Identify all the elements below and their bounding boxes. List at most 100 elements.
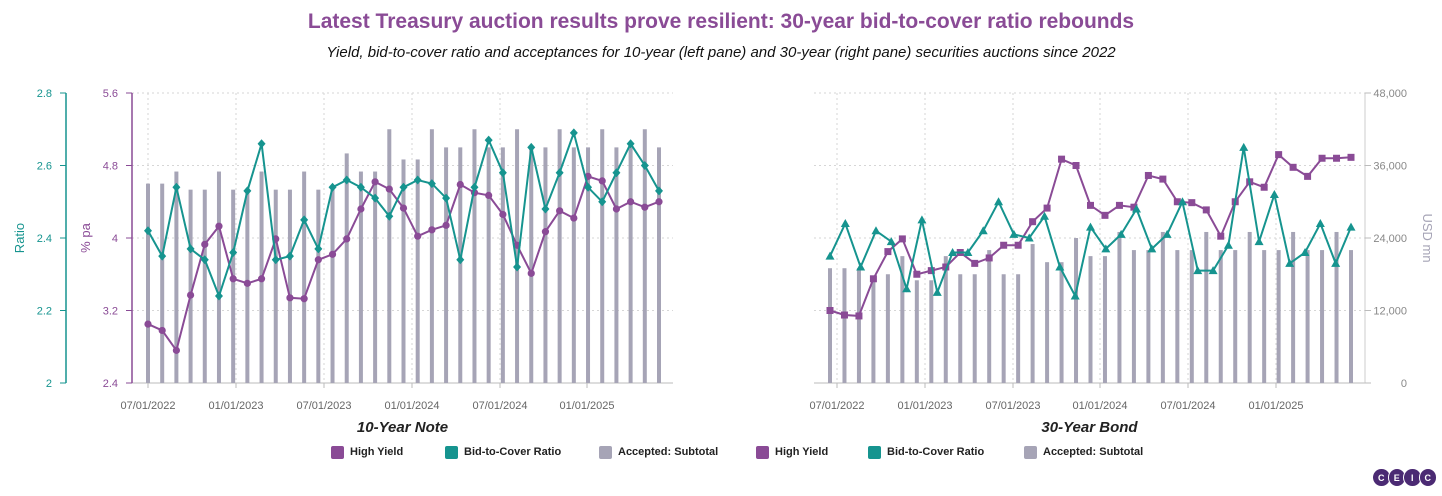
point-bid-to-cover bbox=[1223, 240, 1233, 249]
point-bid-to-cover bbox=[1300, 248, 1310, 256]
point-bid-to-cover bbox=[285, 251, 294, 261]
point-bid-to-cover bbox=[1269, 190, 1279, 198]
y-tick-label-usd: 48,000 bbox=[1373, 88, 1407, 100]
bar-accepted bbox=[500, 147, 505, 383]
y-tick-label-usd: 0 bbox=[1401, 378, 1407, 390]
point-bid-to-cover bbox=[527, 142, 536, 152]
bar-accepted bbox=[1030, 244, 1035, 383]
point-high-yield bbox=[598, 177, 606, 185]
point-high-yield bbox=[1087, 201, 1094, 209]
point-high-yield bbox=[541, 228, 550, 236]
bar-accepted bbox=[914, 280, 919, 383]
bar-accepted bbox=[1204, 231, 1209, 383]
bar-accepted bbox=[515, 129, 520, 383]
bar-accepted bbox=[1349, 250, 1353, 383]
point-bid-to-cover bbox=[840, 219, 850, 227]
point-bid-to-cover bbox=[626, 139, 635, 149]
point-high-yield bbox=[1115, 201, 1123, 209]
point-high-yield bbox=[215, 222, 223, 230]
point-high-yield bbox=[641, 203, 649, 211]
point-bid-to-cover bbox=[1346, 222, 1356, 231]
y-tick-label-yield: 3.2 bbox=[103, 306, 118, 318]
bar-accepted bbox=[972, 274, 977, 383]
bar-accepted bbox=[216, 171, 221, 383]
point-high-yield bbox=[300, 295, 308, 303]
point-bid-to-cover bbox=[271, 255, 280, 265]
bar-accepted bbox=[1059, 262, 1064, 383]
x-tick-label: 07/01/2023 bbox=[296, 400, 351, 412]
y-axis-title-yield: % pa bbox=[78, 222, 93, 252]
point-bid-to-cover bbox=[856, 262, 866, 271]
x-tick-label: 07/01/2023 bbox=[985, 400, 1040, 412]
bar-accepted bbox=[657, 147, 661, 383]
bar-accepted bbox=[1074, 238, 1079, 383]
x-tick-label: 07/01/2024 bbox=[472, 400, 527, 412]
bar-accepted bbox=[1291, 231, 1296, 383]
point-high-yield bbox=[1173, 198, 1181, 206]
point-high-yield bbox=[328, 250, 337, 258]
point-high-yield bbox=[456, 180, 464, 189]
bar-accepted bbox=[188, 189, 193, 383]
point-bid-to-cover bbox=[1009, 229, 1019, 238]
point-bid-to-cover bbox=[300, 215, 309, 225]
point-high-yield bbox=[442, 221, 450, 229]
y-axis-title-ratio: Ratio bbox=[12, 223, 27, 253]
bar-accepted bbox=[557, 129, 562, 383]
point-bid-to-cover bbox=[612, 168, 621, 178]
point-high-yield bbox=[855, 312, 863, 320]
point-bid-to-cover bbox=[328, 182, 337, 192]
bar-accepted bbox=[174, 171, 179, 383]
y-tick-label-yield: 5.6 bbox=[103, 88, 118, 100]
point-bid-to-cover bbox=[442, 193, 451, 203]
bar-accepted bbox=[543, 147, 548, 383]
bar-accepted bbox=[401, 159, 406, 383]
point-bid-to-cover bbox=[948, 248, 958, 256]
point-bid-to-cover bbox=[470, 182, 479, 192]
bar-accepted bbox=[856, 268, 861, 383]
bar-accepted bbox=[330, 189, 335, 383]
x-tick-label: 01/01/2025 bbox=[1248, 400, 1303, 412]
point-high-yield bbox=[1275, 151, 1283, 159]
bar-accepted bbox=[429, 129, 434, 383]
point-high-yield bbox=[1260, 183, 1268, 191]
bar-accepted bbox=[1189, 250, 1194, 383]
bar-accepted bbox=[302, 171, 307, 383]
point-high-yield bbox=[1202, 206, 1210, 214]
point-high-yield bbox=[1188, 199, 1196, 207]
point-high-yield bbox=[627, 198, 635, 206]
point-bid-to-cover bbox=[555, 168, 564, 178]
point-bid-to-cover bbox=[1193, 266, 1203, 275]
bar-accepted bbox=[373, 171, 378, 383]
bar-accepted bbox=[1175, 250, 1180, 383]
y-tick-label-usd: 36,000 bbox=[1373, 161, 1407, 173]
x-tick-label: 07/01/2022 bbox=[120, 400, 175, 412]
point-high-yield bbox=[257, 275, 266, 283]
point-bid-to-cover bbox=[825, 251, 835, 260]
bar-accepted bbox=[1001, 274, 1006, 383]
point-bid-to-cover bbox=[413, 175, 422, 185]
bar-accepted bbox=[1146, 250, 1151, 383]
bar-accepted bbox=[273, 189, 278, 383]
bar-accepted bbox=[871, 280, 876, 383]
point-bid-to-cover bbox=[978, 226, 988, 235]
point-high-yield bbox=[385, 185, 393, 193]
x-tick-label: 01/01/2023 bbox=[897, 400, 952, 412]
point-bid-to-cover bbox=[484, 135, 493, 145]
bar-accepted bbox=[146, 183, 150, 383]
bar-accepted bbox=[628, 147, 633, 383]
point-high-yield bbox=[1347, 153, 1355, 161]
bar-accepted bbox=[486, 147, 491, 383]
bar-accepted bbox=[202, 189, 207, 383]
y-tick-label-ratio: 2.4 bbox=[37, 233, 52, 245]
bar-accepted bbox=[1131, 250, 1136, 383]
bar-accepted bbox=[828, 268, 832, 383]
point-high-yield bbox=[612, 205, 621, 213]
bar-accepted bbox=[1045, 262, 1050, 383]
bar-accepted bbox=[1247, 231, 1252, 383]
point-bid-to-cover bbox=[456, 255, 465, 265]
y-tick-label-ratio: 2 bbox=[46, 378, 52, 390]
bar-accepted bbox=[160, 183, 165, 383]
point-high-yield bbox=[1072, 162, 1080, 169]
point-bid-to-cover bbox=[917, 215, 927, 224]
